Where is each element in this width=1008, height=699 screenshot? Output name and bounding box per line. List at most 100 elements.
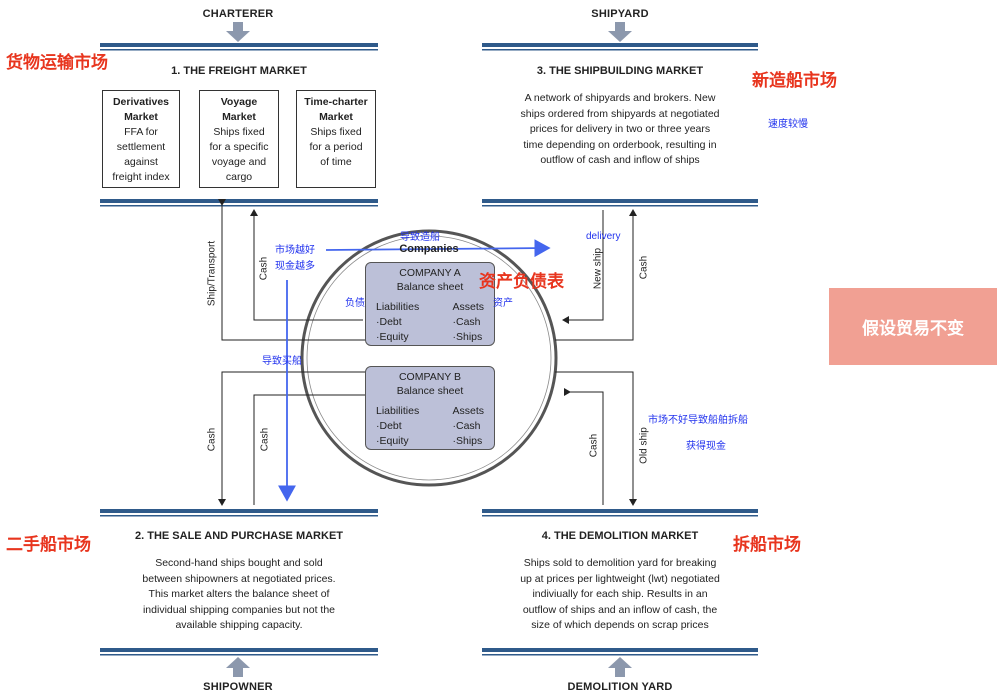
box-title: Voyage [220,96,258,108]
cash-freight-label: Cash [258,256,270,281]
box-line: cargo [225,171,253,183]
freight-market-annotation: 货物运输市场 [6,53,108,72]
demolition-yard-label: DEMOLITION YARD [567,681,673,693]
trade-constant-note: 假设贸易不变 [829,288,997,365]
assets-label: Assets [452,301,484,313]
debt-item: ·Debt [376,420,402,432]
ships-item: ·Ships [452,435,483,447]
box-title: Market [124,111,158,123]
old-ship-flow [555,371,637,506]
cash-sp-right-flow [253,391,373,505]
desc-line: size of which depends on scrap prices [531,619,709,631]
desc-line: prices for delivery in two or three year… [529,123,711,135]
company-a-card: COMPANY A Balance sheet Liabilities ·Deb… [365,262,495,346]
new-ship-flow [562,210,604,324]
desc-line: up at prices per lightweight (lwt) negot… [520,572,720,585]
liabilities-label: Liabilities [376,301,420,313]
box-title: Derivatives [112,96,170,108]
cash-sp-right-label: Cash [259,427,271,452]
shipowner-up-arrow-icon [226,657,250,677]
sp-top-bar [100,509,378,517]
desc-line: between shipowners at negotiated prices. [142,572,336,585]
demolition-market-annotation: 拆船市场 [733,535,801,554]
more-cash-note: 现金越多 [275,261,315,272]
desc-line: available shipping capacity. [175,619,303,631]
charterer-label: CHARTERER [202,8,274,20]
equity-item: ·Equity [376,331,409,343]
assets-label: Assets [452,405,484,417]
slow-speed-note: 速度较慢 [768,119,808,130]
box-line: for a specific [209,141,269,153]
box-title: Market [222,111,256,123]
debt-item: ·Debt [376,316,402,328]
box-line: freight index [112,171,170,183]
desc-line: individual shipping companies but not th… [142,603,336,616]
cash-item: ·Cash [452,316,481,328]
box-line: of time [320,156,352,168]
get-cash-note: 获得现金 [686,441,726,452]
shipbuilding-market-title: 3. THE SHIPBUILDING MARKET [536,65,704,77]
good-market-note: 市场越好 [275,245,315,256]
desc-line: Second-hand ships bought and sold [155,557,323,569]
demolition-market-title: 4. THE DEMOLITION MARKET [541,530,699,542]
leads-newbuild-note: 导致造船 [400,232,440,243]
cash-demolition-flow [564,388,604,505]
balance-sheet-label: Balance sheet [396,281,464,293]
demolition-yard-up-arrow-icon [608,657,632,677]
ship-transport-label: Ship/Transport [206,240,218,307]
cash-freight-flow [250,209,363,321]
freight-bottom-bar [100,199,378,207]
derivatives-market-box: Derivatives Market FFA for settlement ag… [102,90,180,188]
sale-purchase-market-annotation: 二手船市场 [6,535,91,554]
company-name: COMPANY B [398,371,462,383]
sale-purchase-market-description: Second-hand ships bought and sold betwee… [100,556,378,634]
box-title: Market [319,111,353,123]
company-b-card: COMPANY B Balance sheet Liabilities ·Deb… [365,366,495,450]
cash-shipbuilding-flow [555,209,637,341]
new-ship-label: New ship [592,247,604,290]
balance-sheet-label: Balance sheet [396,385,464,397]
desc-line: Ships sold to demolition yard for breaki… [523,557,717,569]
voyage-market-box: Voyage Market Ships fixed for a specific… [199,90,279,188]
box-line: voyage and [211,156,267,168]
trade-constant-text: 假设贸易不变 [862,319,964,338]
balance-sheet-annotation: 资产负债表 [479,272,564,291]
blue-arrow-newbuild [325,239,551,258]
charterer-down-arrow-icon [226,22,250,42]
demolition-top-bar [482,509,758,517]
desc-line: A network of shipyards and brokers. New [524,92,716,104]
box-title: Time-charter [304,96,368,108]
box-line: settlement [116,141,166,153]
equity-item: ·Equity [376,435,409,447]
shipowner-label: SHIPOWNER [203,681,273,693]
cash-demolition-label: Cash [588,433,600,458]
box-line: FFA for [124,126,158,138]
shipbuilding-bottom-bar [482,199,758,207]
companies-circle [300,229,558,487]
cash-sp-left-label: Cash [206,427,218,452]
demolition-bottom-bar [482,648,758,656]
demolition-market-description: Ships sold to demolition yard for breaki… [482,556,758,634]
box-line: Ships fixed [213,126,265,138]
delivery-note: delivery [586,231,621,242]
shipbuilding-top-bar [482,43,758,51]
shipyard-down-arrow-icon [608,22,632,42]
freight-market-title: 1. THE FREIGHT MARKET [171,65,307,77]
desc-line: indiviually for each ship. Results in an [532,588,708,600]
desc-line: outflow of ships and an inflow of cash, … [522,603,718,616]
desc-line: This market alters the balance sheet of [148,588,330,600]
ships-item: ·Ships [452,331,483,343]
desc-line: time depending on orderbook, resulting i… [523,138,717,151]
time-charter-market-box: Time-charter Market Ships fixed for a pe… [296,90,376,188]
companies-header: Companies [399,243,459,255]
company-name: COMPANY A [399,267,461,279]
box-line: Ships fixed [310,126,362,138]
cash-shipbuilding-label: Cash [638,255,650,280]
sale-purchase-market-title: 2. THE SALE AND PURCHASE MARKET [135,530,343,542]
desc-line: outflow of cash and inflow of ships [540,154,700,166]
cash-sp-left-flow [218,371,367,506]
shipbuilding-market-description: A network of shipyards and brokers. New … [482,91,758,169]
shipyard-label: SHIPYARD [591,8,649,20]
assets-note: 资产 [493,298,513,309]
